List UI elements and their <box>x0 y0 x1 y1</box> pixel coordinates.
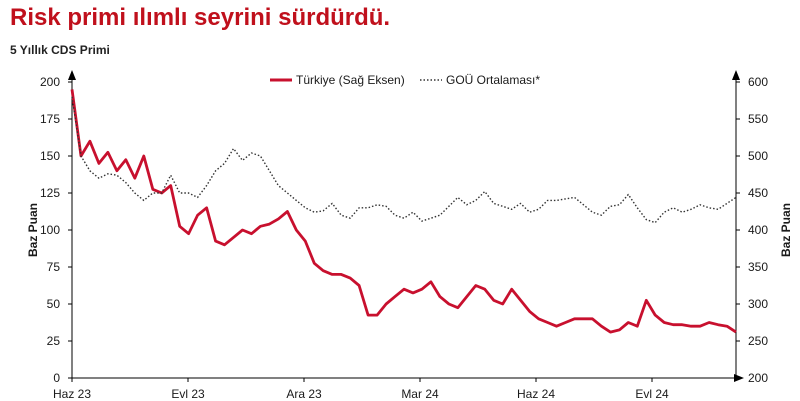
left-axis-tick-label: 50 <box>47 297 61 311</box>
axes: 0 25 50 75 100 125 150 175 200 200 250 300 350 400 450… <box>26 70 793 401</box>
right-axis-tick-label: 400 <box>748 223 768 237</box>
right-axis-arrow <box>732 70 740 80</box>
left-axis-tick-label: 75 <box>47 260 61 274</box>
legend: Türkiye (Sağ Eksen) GOÜ Ortalaması* <box>270 73 540 87</box>
series-lines <box>70 89 737 334</box>
turkiye-series-line <box>70 89 737 334</box>
x-axis-tick-label: Ara 23 <box>286 387 322 401</box>
left-axis-tick-label: 100 <box>40 223 60 237</box>
left-axis-title: Baz Puan <box>26 203 40 257</box>
x-axis-tick-label: Haz 24 <box>517 387 555 401</box>
x-axis-tick-label: Evl 23 <box>171 387 205 401</box>
chart-subtitle: 5 Yıllık CDS Primi <box>10 43 110 57</box>
chart-title: Risk primi ılımlı seyrini sürdürdü. <box>10 4 391 31</box>
right-axis-tick-label: 600 <box>748 75 768 89</box>
right-axis-tick-label: 550 <box>748 112 768 126</box>
right-axis-tick-label: 250 <box>748 334 768 348</box>
left-axis-tick-label: 200 <box>40 75 60 89</box>
x-axis-tick-label: Haz 23 <box>53 387 91 401</box>
right-axis-tick-label: 450 <box>748 186 768 200</box>
right-axis-title: Baz Puan <box>779 203 793 257</box>
x-axis-tick-label: Evl 24 <box>635 387 669 401</box>
left-axis-tick-label: 0 <box>53 371 60 385</box>
left-axis-arrow <box>68 70 76 80</box>
right-axis-tick-label: 350 <box>748 260 768 274</box>
left-axis-tick-label: 175 <box>40 112 60 126</box>
right-axis-tick-label: 300 <box>748 297 768 311</box>
legend-label-turkiye: Türkiye (Sağ Eksen) <box>296 73 405 87</box>
left-axis-tick-label: 25 <box>47 334 61 348</box>
legend-label-goü: GOÜ Ortalaması* <box>446 73 540 87</box>
right-axis-tick-label: 200 <box>748 371 768 385</box>
left-axis-tick-label: 125 <box>40 186 60 200</box>
left-axis-tick-label: 150 <box>40 149 60 163</box>
goü-average-series-line <box>71 96 737 224</box>
x-axis-tick-label: Mar 24 <box>401 387 439 401</box>
right-axis-tick-label: 500 <box>748 149 768 163</box>
